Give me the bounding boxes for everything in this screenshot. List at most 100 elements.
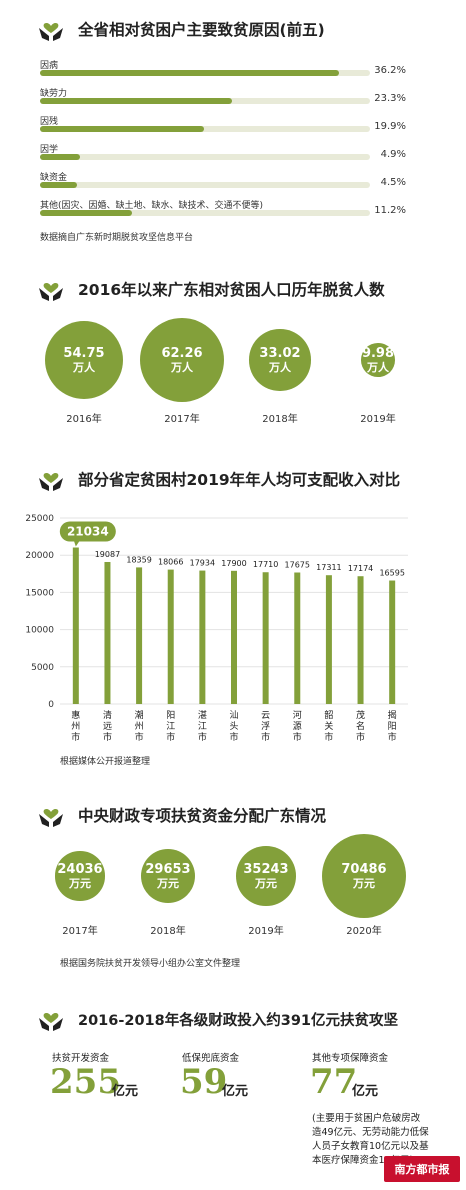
category-label: 2017年	[62, 926, 98, 937]
bar-value-label: 17934	[190, 559, 215, 568]
bubble-unit-label: 万元	[353, 877, 375, 890]
bar	[199, 570, 206, 704]
bar	[40, 154, 81, 160]
bubble: 70486 万元	[322, 834, 406, 918]
bubble-value-label: 70486	[341, 862, 387, 877]
category-label: 2019年	[248, 926, 284, 937]
category-label: 2016年	[66, 414, 102, 425]
fund-unit: 亿元	[352, 1084, 379, 1099]
x-tick-label: 韶	[324, 709, 333, 721]
bar	[167, 569, 174, 704]
bubble: 62.26 万人	[140, 318, 224, 402]
bar	[357, 576, 364, 704]
section-header: 2016年以来广东相对贫困人口历年脱贫人数	[36, 274, 385, 304]
fund-note-line: 造49亿元、无劳动能力低保	[312, 1127, 429, 1138]
x-tick-label: 阳	[388, 721, 397, 732]
x-tick-label: 州	[135, 721, 144, 732]
fund-label: 低保兜底资金	[182, 1053, 240, 1064]
x-tick-label: 市	[103, 731, 112, 743]
bubble: 24036 万元	[55, 851, 105, 901]
bar	[40, 210, 133, 216]
x-tick-label: 清	[103, 709, 112, 721]
section-poverty-causes: 全省相对贫困户主要致贫原因(前五) 因病 36.2% 缺劳力 23.3% 因残 19.9%…	[0, 0, 466, 250]
heart-hands-icon	[39, 473, 63, 491]
x-tick-label: 市	[229, 731, 238, 743]
fund-unit: 亿元	[222, 1084, 249, 1099]
bar-value-label: 17174	[348, 564, 373, 573]
x-tick-label: 汕	[229, 710, 238, 721]
section-title: 2016年以来广东相对贫困人口历年脱贫人数	[78, 281, 385, 299]
bar-value-label: 11.2%	[374, 205, 406, 216]
section-fiscal-investment: 2016-2018年各级财政投入约391亿元扶贫攻坚 扶贫开发资金 255 亿元…	[0, 994, 466, 1190]
bar-value-label: 18359	[126, 555, 151, 564]
bar-value-label: 19087	[95, 550, 120, 559]
section-header: 全省相对贫困户主要致贫原因(前五)	[36, 14, 325, 44]
x-tick-label: 远	[103, 721, 112, 732]
x-tick-label: 市	[388, 731, 397, 743]
bar-label: 因病	[40, 61, 59, 71]
section-header: 中央财政专项扶贫资金分配广东情况	[36, 800, 326, 830]
bar-label: 缺资金	[40, 173, 68, 183]
x-tick-label: 潮	[135, 709, 144, 721]
bar	[262, 572, 269, 704]
bar	[40, 70, 339, 76]
fund-label: 其他专项保障资金	[312, 1053, 389, 1064]
fund-value: 77	[310, 1062, 358, 1102]
bar-label: 因学	[40, 145, 59, 155]
bubble-unit-label: 万元	[68, 876, 91, 890]
category-label: 2018年	[150, 926, 186, 937]
income-bar-chart: 0 5000 10000 15000 20000 25000 21034 惠州市 19087 清远…	[25, 514, 408, 743]
bubble-unit-label: 万人	[366, 360, 389, 374]
bubble-value-label: 9.98	[361, 345, 395, 361]
category-label: 2017年	[164, 414, 200, 425]
x-tick-label: 阳	[166, 710, 175, 721]
category-label: 2019年	[360, 414, 396, 425]
heart-hands-icon	[39, 1013, 63, 1031]
x-tick-label: 源	[293, 721, 302, 732]
section-title: 部分省定贫困村2019年年人均可支配收入对比	[78, 471, 401, 489]
bar-track	[40, 98, 370, 104]
bubble-value-label: 35243	[243, 861, 289, 877]
x-tick-label: 市	[198, 731, 207, 743]
x-tick-label: 惠	[71, 709, 80, 721]
bar-track	[40, 210, 370, 216]
y-tick-label: 5000	[31, 663, 54, 673]
bubble-unit-label: 万元	[156, 876, 179, 890]
source-note: 根据媒体公开报道整理	[60, 757, 151, 767]
bar-track	[40, 70, 370, 76]
x-tick-label: 头	[229, 721, 238, 732]
bubble: 9.98 万人	[361, 343, 395, 377]
bar-track	[40, 182, 370, 188]
bubble-unit-label: 万人	[268, 360, 291, 374]
fund-note-line: 本医疗保障资金18亿元)	[312, 1155, 414, 1166]
bar-value-label: 21034	[67, 525, 109, 539]
bar-value-label: 17311	[316, 563, 341, 572]
x-tick-label: 河	[293, 709, 302, 721]
bar-value-label: 16595	[379, 569, 404, 578]
bar-value-label: 17675	[285, 560, 310, 569]
x-tick-label: 市	[293, 731, 302, 743]
bubble-unit-label: 万人	[72, 360, 95, 374]
fund-note-line: 人员子女教育10亿元以及基	[312, 1141, 429, 1152]
bar	[40, 182, 78, 188]
bar	[72, 547, 79, 704]
bar	[325, 575, 332, 704]
x-tick-label: 浮	[261, 720, 270, 732]
heart-hands-icon	[39, 23, 63, 41]
section-title: 2016-2018年各级财政投入约391亿元扶贫攻坚	[78, 1012, 398, 1029]
section-header: 部分省定贫困村2019年年人均可支配收入对比	[36, 464, 400, 494]
heart-hands-icon	[39, 283, 63, 301]
bar-label: 其他(因灾、因婚、缺土地、缺水、缺技术、交通不便等)	[40, 201, 264, 211]
x-tick-label: 市	[324, 731, 333, 743]
bar	[104, 561, 111, 704]
fund-unit: 亿元	[112, 1084, 139, 1099]
x-tick-label: 揭	[388, 709, 397, 721]
bar-track	[40, 126, 370, 132]
category-label: 2020年	[346, 926, 382, 937]
source-note: 根据国务院扶贫开发领导小组办公室文件整理	[60, 959, 241, 969]
bar-label: 因残	[40, 117, 59, 127]
y-tick-label: 10000	[25, 626, 54, 636]
bar-label: 缺劳力	[40, 89, 68, 99]
y-tick-label: 15000	[25, 588, 54, 598]
x-tick-label: 州	[71, 721, 80, 732]
